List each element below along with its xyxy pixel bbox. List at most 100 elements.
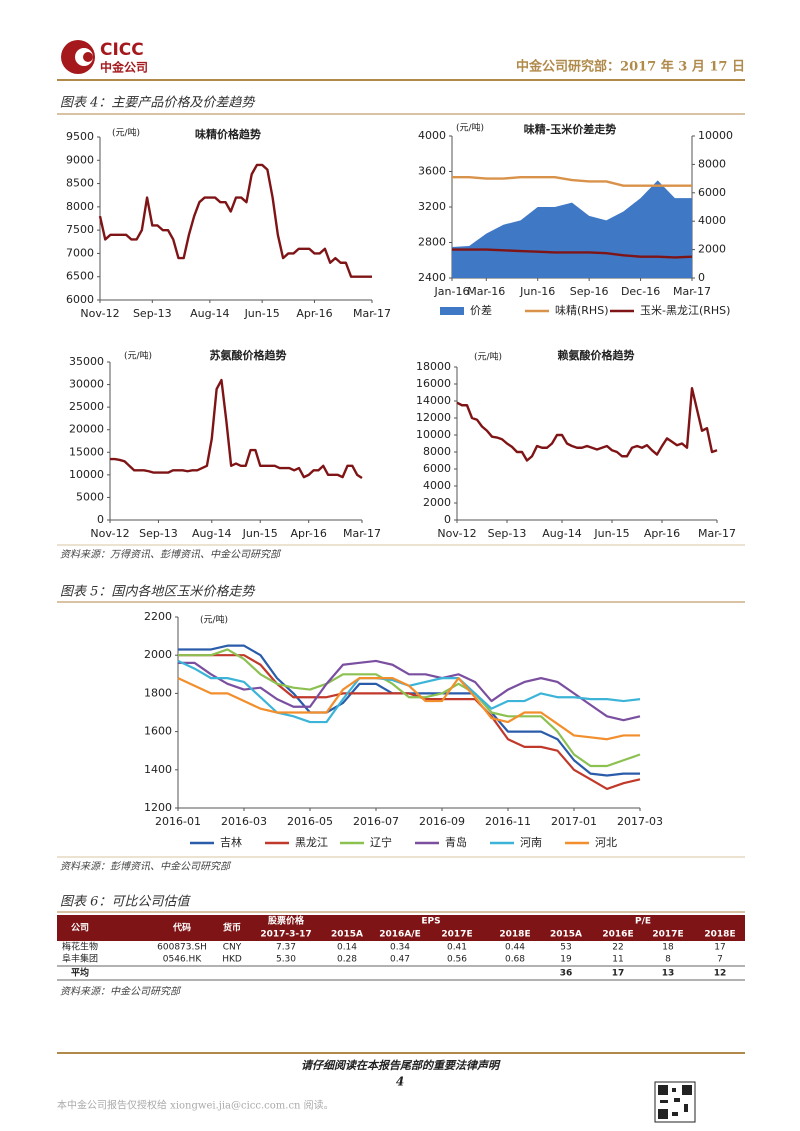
table-cell: 7.37 [276, 943, 296, 953]
x-tick-label: 2016-03 [221, 815, 267, 828]
legend-label: 玉米-黑龙江(RHS) [640, 304, 730, 317]
table-header: 股票价格 [268, 915, 305, 927]
x-tick-label: 2016-11 [485, 815, 531, 828]
y-tick-label: 16000 [416, 377, 451, 390]
table-header-bg [57, 915, 745, 941]
x-tick-label: Mar-17 [353, 307, 391, 320]
table-cell: 19 [560, 955, 572, 965]
unit-label: (元/吨) [474, 351, 502, 363]
table-header: 货币 [223, 922, 241, 934]
y-tick-label: 5000 [76, 490, 104, 503]
table-average: 12 [714, 969, 727, 979]
line [178, 644, 640, 777]
x-tick-label: Nov-12 [90, 527, 129, 540]
legend-label: 河北 [595, 836, 617, 849]
y-tick-label: 18000 [416, 360, 451, 373]
table-cell: 53 [560, 943, 571, 953]
y-tick-label: 15000 [69, 445, 104, 458]
y-tick-label: 8000 [66, 200, 94, 213]
table-cell: 0.47 [390, 955, 410, 965]
table-cell: 0.68 [505, 955, 525, 965]
x-tick-label: 2017-03 [617, 815, 663, 828]
y-tick-label: 4000 [423, 479, 451, 492]
y2-tick-label: 6000 [698, 186, 726, 199]
figure-title: 图表 6：可比公司估值 [60, 895, 191, 910]
y-tick-label: 7000 [66, 246, 94, 259]
source: 资料来源：彭博资讯、中金公司研究部 [60, 861, 232, 873]
line [178, 648, 641, 768]
line [456, 387, 718, 462]
unit-label: (元/吨) [200, 614, 228, 626]
table-cell: 阜丰集团 [62, 953, 98, 965]
legend-label: 味精(RHS) [555, 304, 608, 317]
x-tick-label: Mar-17 [673, 285, 711, 298]
table-cell: HKD [222, 955, 242, 965]
unit-label: (元/吨) [456, 122, 484, 134]
y-tick-label: 9000 [66, 153, 94, 166]
y-tick-label: 3600 [418, 165, 446, 178]
x-tick-label: 2016-05 [287, 815, 333, 828]
x-tick-label: Jan-16 [434, 285, 470, 298]
y-tick-label: 9500 [66, 130, 94, 143]
logo-text: CICC [100, 40, 144, 60]
y-tick-label: 1200 [144, 801, 172, 814]
x-tick-label: Apr-16 [644, 527, 680, 540]
table-average: 17 [612, 969, 625, 979]
line [178, 659, 641, 722]
unit-label: (元/吨) [112, 127, 140, 139]
y2-tick-label: 0 [698, 271, 705, 284]
x-tick-label: Jun-16 [519, 285, 555, 298]
chart-title: 味精价格趋势 [195, 127, 261, 141]
table-subheader: 2018E [704, 930, 735, 940]
table-cell: 5.30 [276, 955, 296, 965]
table-subheader: 2015A [331, 930, 363, 940]
table-cell: 18 [662, 943, 674, 953]
line [177, 677, 640, 741]
x-tick-label: 2016-07 [353, 815, 399, 828]
table-cell: 17 [714, 943, 725, 953]
table-subheader: 2017-3-17 [260, 930, 311, 940]
x-tick-label: Mar-16 [467, 285, 505, 298]
legend-label: 价差 [470, 303, 492, 317]
unit-label: (元/吨) [124, 350, 152, 362]
y-tick-label: 6000 [423, 462, 451, 475]
source: 资料来源：中金公司研究部 [60, 986, 182, 998]
x-tick-label: Aug-14 [192, 527, 231, 540]
table-cell: 梅花生物 [62, 941, 98, 953]
y-tick-label: 7500 [66, 223, 94, 236]
footer-notice: 请仔细阅读在本报告尾部的重要法律声明 [301, 1059, 501, 1072]
table-header: P/E [635, 917, 651, 927]
y-tick-label: 30000 [69, 378, 104, 391]
legend-label: 青岛 [445, 835, 467, 849]
y2-tick-label: 10000 [698, 129, 733, 142]
x-tick-label: Aug-14 [542, 527, 581, 540]
license: 本中金公司报告仅授权给 xiongwei.jia@cicc.com.cn 阅读。 [57, 1099, 334, 1112]
chart-title: 苏氨酸价格趋势 [210, 348, 287, 362]
table-cell: 11 [612, 955, 623, 965]
y2-tick-label: 8000 [698, 157, 726, 170]
line [98, 163, 372, 278]
table-average: 13 [662, 969, 675, 979]
table-average: 36 [560, 969, 573, 979]
y-tick-label: 14000 [416, 394, 451, 407]
x-tick-label: Jun-15 [593, 527, 629, 540]
table-subheader: 2016E [602, 930, 633, 940]
y-tick-label: 35000 [69, 355, 104, 368]
y-tick-label: 0 [97, 513, 104, 526]
legend-label: 吉林 [220, 835, 242, 849]
x-tick-label: 2016-01 [155, 815, 201, 828]
table-header: EPS [421, 917, 440, 927]
logo-cn: 中金公司 [100, 60, 148, 75]
y-tick-label: 2200 [144, 610, 172, 623]
x-tick-label: 2016-09 [419, 815, 465, 828]
x-tick-label: Dec-16 [621, 285, 660, 298]
x-tick-label: 2017-01 [551, 815, 597, 828]
x-tick-label: Sep-13 [139, 527, 178, 540]
x-tick-label: Apr-16 [296, 307, 332, 320]
header-date: 中金公司研究部：2017 年 3 月 17 日 [516, 59, 745, 75]
x-tick-label: Nov-12 [437, 527, 476, 540]
x-tick-label: Nov-12 [80, 307, 119, 320]
y-tick-label: 2000 [423, 496, 451, 509]
y-tick-label: 10000 [69, 468, 104, 481]
